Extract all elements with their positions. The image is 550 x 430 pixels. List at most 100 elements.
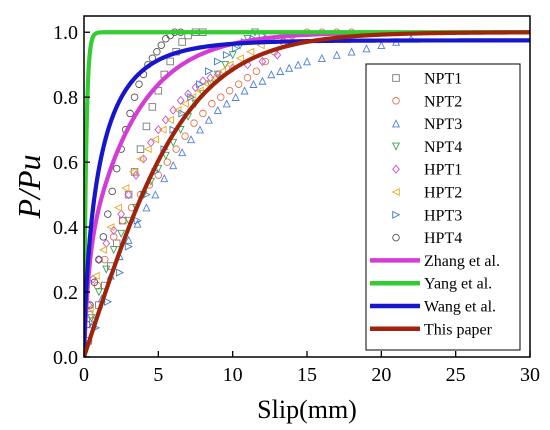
legend-label: NPT1 <box>424 71 462 88</box>
data-point <box>166 57 174 66</box>
data-point <box>94 254 103 265</box>
legend-label: HPT3 <box>424 207 462 224</box>
data-point <box>195 86 204 95</box>
legend-marker <box>392 210 401 219</box>
data-point <box>231 44 240 53</box>
series-line-wang <box>84 38 530 357</box>
series-line-thispaper <box>84 30 530 357</box>
data-point <box>178 109 187 118</box>
data-point <box>87 314 96 323</box>
data-point <box>178 38 186 46</box>
legend-item: NPT1 <box>392 71 462 88</box>
data-point <box>130 93 139 101</box>
data-point <box>142 203 151 212</box>
legend-item: NPT3 <box>391 116 462 133</box>
data-point <box>99 245 108 254</box>
data-point <box>187 93 196 102</box>
legend-label: Wang et al. <box>424 299 496 316</box>
data-point <box>332 50 341 59</box>
x-axis-title: Slip(mm) <box>257 395 357 424</box>
data-point <box>112 164 121 173</box>
y-tick-label: 1.0 <box>53 22 78 44</box>
data-point <box>102 265 111 274</box>
legend-item: NPT4 <box>391 139 462 156</box>
data-point <box>252 67 261 75</box>
data-point <box>121 184 130 193</box>
data-point <box>106 223 115 232</box>
data-point <box>190 119 198 127</box>
data-point <box>199 109 207 118</box>
data-point <box>124 190 133 200</box>
legend-label: NPT2 <box>424 93 462 110</box>
legend-marker <box>391 119 401 128</box>
legend-item: Wang et al. <box>370 299 496 316</box>
legend-item: HPT3 <box>392 207 462 224</box>
data-point <box>115 268 124 277</box>
data-point <box>133 219 142 228</box>
data-point <box>85 304 94 313</box>
data-point <box>136 154 145 163</box>
data-point <box>261 57 270 66</box>
data-point <box>173 106 182 115</box>
data-point <box>246 47 255 56</box>
data-point <box>225 60 234 69</box>
legend-label: This paper <box>424 321 493 338</box>
data-point <box>362 44 371 53</box>
data-point <box>109 233 118 241</box>
data-point <box>285 63 294 72</box>
data-point <box>240 86 249 95</box>
data-point <box>126 109 134 118</box>
x-tick-label: 10 <box>223 364 243 386</box>
y-tick-label: 0.6 <box>53 152 78 174</box>
x-tick-label: 0 <box>79 364 89 386</box>
data-point <box>161 115 170 125</box>
legend-item: NPT2 <box>392 93 462 110</box>
data-point <box>172 145 180 153</box>
data-point <box>136 145 145 153</box>
legend-label: NPT4 <box>424 139 462 156</box>
data-point <box>148 103 157 111</box>
data-point <box>165 115 174 124</box>
data-point <box>151 190 160 199</box>
legend-marker <box>392 74 400 82</box>
data-point <box>225 86 234 95</box>
data-point <box>154 125 163 135</box>
data-point <box>317 53 326 62</box>
data-point <box>208 99 216 108</box>
data-point <box>205 67 214 76</box>
legend-marker <box>392 164 400 174</box>
legend-marker <box>392 233 400 242</box>
data-point <box>99 233 108 241</box>
data-point <box>196 80 205 89</box>
legend-item: Zhang et al. <box>370 253 500 270</box>
data-point <box>217 93 225 101</box>
x-tick-label: 20 <box>371 364 391 386</box>
data-point <box>95 255 103 264</box>
data-point <box>91 271 100 280</box>
data-point <box>90 278 99 287</box>
data-point <box>188 93 197 102</box>
x-tick-label: 15 <box>297 364 317 386</box>
legend-item: Yang et al. <box>370 276 492 293</box>
data-point <box>89 274 97 284</box>
data-point <box>142 122 151 131</box>
data-point <box>124 235 133 244</box>
data-point <box>213 105 222 114</box>
data-point <box>162 34 170 43</box>
data-point <box>222 50 232 59</box>
y-tick-label: 0.8 <box>53 87 78 109</box>
x-tick-label: 5 <box>153 364 163 386</box>
data-point <box>231 92 240 101</box>
legend-label: HPT4 <box>424 230 462 247</box>
data-point <box>217 67 227 76</box>
data-point <box>178 148 187 157</box>
data-point <box>195 125 204 134</box>
data-point <box>169 161 178 170</box>
y-tick-label: 0.4 <box>53 217 78 239</box>
data-point <box>117 209 126 219</box>
data-point <box>104 210 112 218</box>
data-point <box>258 56 267 67</box>
data-point <box>151 135 160 144</box>
data-point <box>176 95 185 106</box>
data-point <box>258 76 267 85</box>
